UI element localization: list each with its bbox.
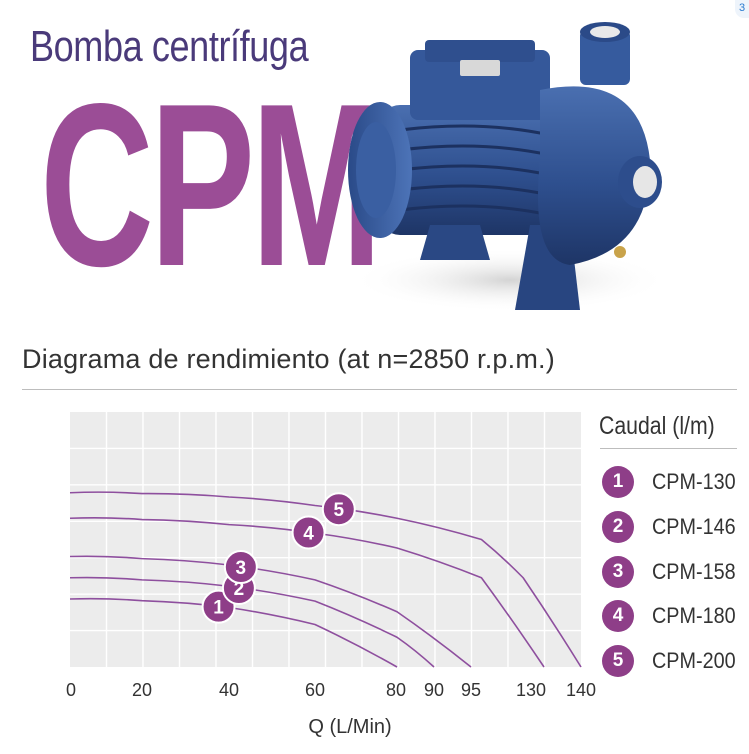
curve-marker-label: 3	[236, 558, 247, 579]
pump-image	[348, 22, 670, 312]
x-tick-label: 20	[132, 680, 152, 700]
x-tick-label: 60	[305, 680, 325, 700]
curve-marker-label: 1	[213, 598, 224, 619]
title-divider	[22, 389, 737, 390]
legend-item-cpm-180: 4 CPM-180	[602, 600, 745, 632]
legend-item-cpm-146: 2 CPM-146	[602, 511, 745, 543]
legend-badge: 2	[602, 511, 634, 543]
legend-badge: 5	[602, 645, 634, 677]
curve-cpm-158	[69, 555, 472, 668]
legend-label: CPM-158	[652, 559, 736, 584]
curve-marker	[321, 492, 356, 527]
curve-marker	[291, 515, 326, 550]
legend-badge: 3	[602, 556, 634, 588]
diagram-title: Diagrama de rendimiento (at n=2850 r.p.m…	[22, 344, 555, 374]
legend-label: CPM-200	[652, 648, 736, 673]
x-tick-label: 80	[386, 680, 406, 700]
x-tick-label: 140	[566, 680, 596, 700]
curve-cpm-200	[69, 491, 582, 668]
legend-item-cpm-158: 3 CPM-158	[602, 556, 745, 588]
legend-label: CPM-130	[652, 469, 736, 494]
legend-title: Caudal (l/m)	[599, 412, 715, 440]
x-tick-label: 95	[461, 680, 481, 700]
legend-badge: 1	[602, 466, 634, 498]
legend-item-cpm-200: 5 CPM-200	[602, 645, 745, 677]
product-subtitle: Bomba centrífuga	[30, 22, 309, 71]
x-tick-label: 0	[66, 680, 76, 700]
legend-label: CPM-180	[652, 603, 736, 628]
curve-marker-label: 4	[303, 523, 314, 544]
curve-marker	[223, 550, 258, 585]
corner-badge: 3	[735, 0, 749, 18]
legend-label: CPM-146	[652, 514, 736, 539]
legend-item-cpm-130: 1 CPM-130	[602, 466, 745, 498]
legend-badge: 4	[602, 600, 634, 632]
x-tick-label: 130	[516, 680, 546, 700]
legend-divider	[600, 448, 737, 449]
x-axis-label: Q (L/Min)	[308, 716, 391, 738]
curve-marker-label: 5	[333, 500, 344, 521]
product-model: CPM	[40, 56, 382, 315]
x-tick-label: 90	[424, 680, 444, 700]
x-tick-label: 40	[219, 680, 239, 700]
curve-marker-label: 2	[234, 579, 245, 600]
curve-cpm-146	[69, 576, 435, 668]
